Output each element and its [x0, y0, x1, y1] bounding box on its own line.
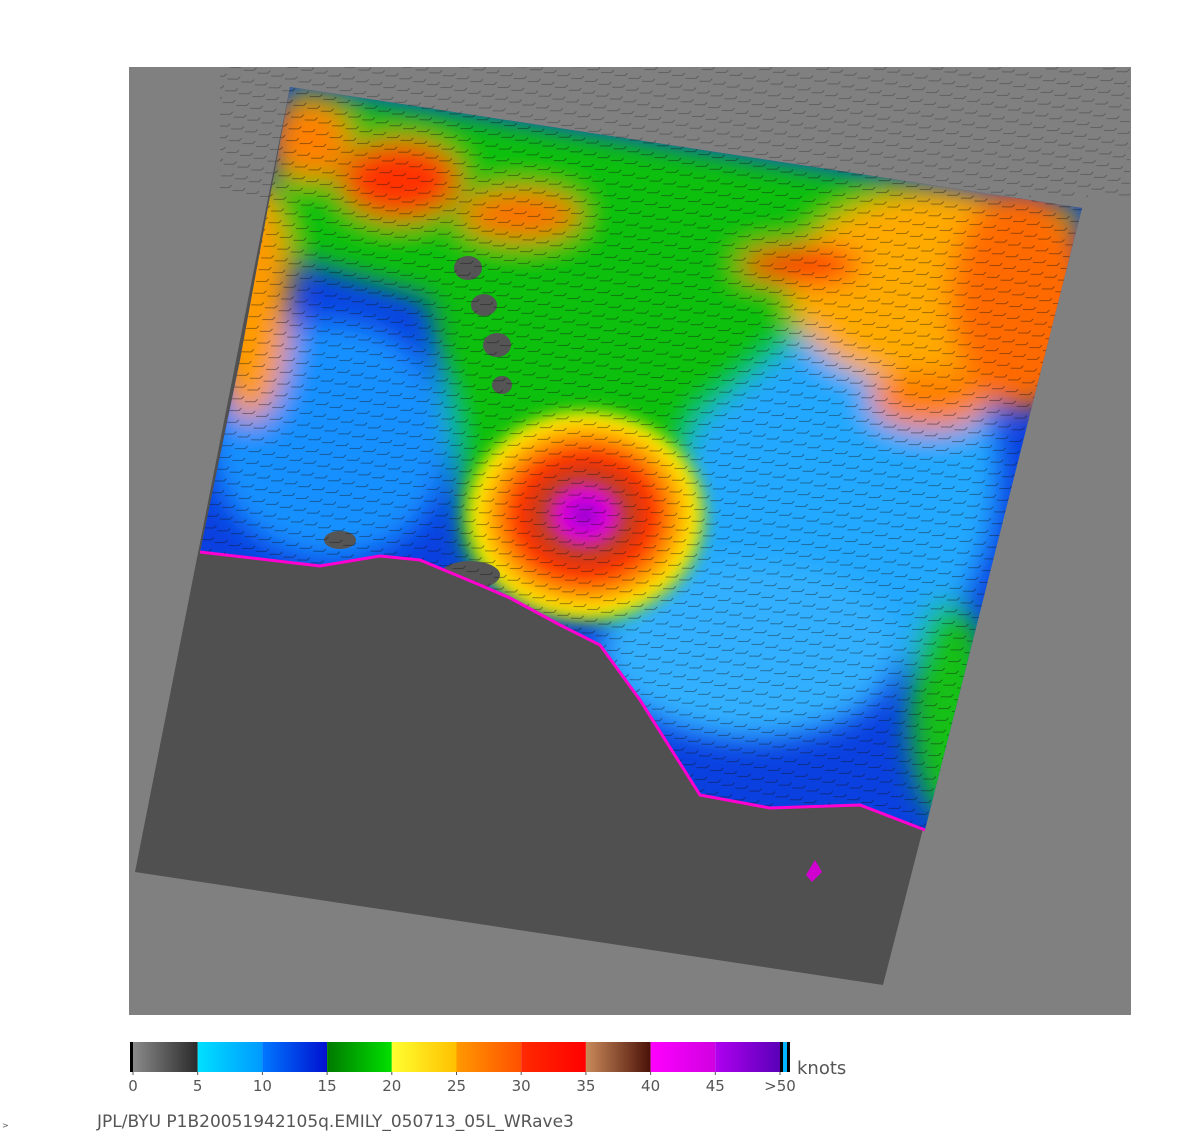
- island: [806, 860, 822, 882]
- tick-label: 40: [641, 1077, 660, 1095]
- colorbar-unit: knots: [797, 1058, 846, 1079]
- tick-label: 10: [253, 1077, 272, 1095]
- tick-label: 35: [576, 1077, 595, 1095]
- coastline: [199, 550, 926, 832]
- colorbar-segment: [197, 1042, 263, 1072]
- colorbar-segment: [715, 1042, 780, 1072]
- tick-label: 5: [193, 1077, 203, 1095]
- colorbar-segment: [391, 1042, 457, 1072]
- tick-label: 20: [382, 1077, 401, 1095]
- colorbar: 0 5 10 15 20 25 30 35 40 45 >50: [128, 1042, 796, 1095]
- colorbar-segment: [327, 1042, 392, 1072]
- corner-mark: >: [2, 1121, 9, 1130]
- tick-label: 25: [447, 1077, 466, 1095]
- tick-label: 45: [706, 1077, 725, 1095]
- colorbar-end: [787, 1042, 790, 1072]
- colorbar-segment: [521, 1042, 586, 1072]
- colorbar-segment: [133, 1042, 198, 1072]
- colorbar-segment: [650, 1042, 716, 1072]
- colorbar-edge: [130, 1042, 133, 1072]
- colorbar-segment: [456, 1042, 522, 1072]
- tick-label: 0: [128, 1077, 138, 1095]
- tick-label: >50: [764, 1077, 796, 1095]
- colorbar-segment: [585, 1042, 651, 1072]
- colorbar-end: [783, 1042, 787, 1072]
- colorbar-segment: [262, 1042, 328, 1072]
- footer: JPL/BYU P1B20051942105q.EMILY_050713_05L…: [96, 1112, 574, 1132]
- tick-label: 15: [318, 1077, 337, 1095]
- tick-label: 30: [512, 1077, 531, 1095]
- colorbar-end: [780, 1042, 783, 1072]
